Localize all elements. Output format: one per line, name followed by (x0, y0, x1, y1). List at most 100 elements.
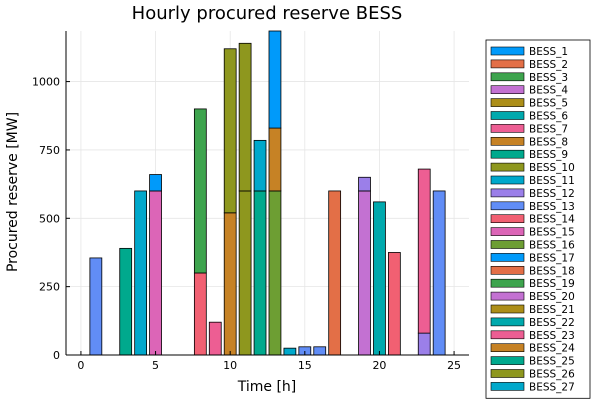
bar-segment (253, 139, 267, 192)
legend-swatch (490, 72, 525, 82)
legend-label: BESS_7 (529, 123, 568, 135)
x-tick-label: 15 (298, 359, 312, 372)
bar-segment (119, 247, 133, 356)
y-tick-label: 250 (39, 281, 60, 294)
legend-label: BESS_17 (529, 252, 575, 264)
legend-label: BESS_27 (529, 381, 575, 393)
bar-segment (268, 30, 282, 129)
y-tick-label: 0 (53, 349, 60, 362)
x-tick-label: 0 (77, 359, 84, 372)
legend-label: BESS_11 (529, 175, 575, 187)
legend-label: BESS_15 (529, 227, 575, 239)
bar-segment (373, 201, 386, 356)
axes (65, 31, 469, 356)
legend-label: BESS_18 (529, 265, 575, 277)
legend-label: BESS_8 (529, 136, 568, 148)
legend-swatch (490, 98, 525, 107)
legend-swatch (490, 382, 525, 391)
bar-segment (223, 48, 237, 214)
bar-segment (417, 168, 431, 334)
bar-segment (358, 176, 371, 192)
legend-swatch (490, 343, 525, 353)
legend-label: BESS_16 (529, 240, 575, 252)
legend-label: BESS_1 (529, 46, 568, 58)
bar-segment (89, 257, 103, 356)
legend-swatch (490, 356, 525, 365)
bar-segment (208, 321, 222, 356)
bar-segment (432, 190, 446, 356)
bar-segment (149, 174, 162, 192)
x-tick-label: 10 (223, 359, 237, 372)
legend-swatch (490, 201, 525, 211)
bar-segment (149, 190, 162, 356)
bar-segment (223, 212, 237, 356)
legend-swatch (490, 124, 525, 133)
legend-swatch (490, 317, 525, 327)
legend-swatch (490, 162, 525, 172)
bars (89, 30, 446, 356)
legend-swatch (490, 46, 525, 56)
legend-label: BESS_25 (529, 356, 575, 368)
x-tick-label: 20 (372, 359, 386, 372)
bar-segment (134, 190, 147, 356)
legend-label: BESS_22 (529, 317, 575, 329)
x-tick-label: 25 (447, 359, 461, 372)
bar-segment (328, 190, 342, 356)
legend-swatch (490, 214, 525, 223)
legend-swatch (490, 85, 525, 94)
bar-segment (417, 332, 431, 356)
legend-swatch (490, 137, 525, 146)
legend-label: BESS_10 (529, 162, 575, 174)
legend-swatch (490, 278, 525, 288)
y-tick-label: 1000 (32, 76, 60, 89)
y-tick-label: 750 (39, 144, 60, 157)
bar-segment (268, 190, 282, 356)
legend-swatch (490, 330, 525, 340)
legend-label: BESS_20 (529, 291, 575, 303)
legend-swatch (490, 265, 525, 275)
legend-label: BESS_5 (529, 98, 568, 110)
legend-label: BESS_21 (529, 304, 575, 316)
legend-label: BESS_24 (529, 343, 575, 355)
bar-segment (238, 190, 252, 356)
bar-segment (238, 42, 252, 192)
legend-label: BESS_12 (529, 188, 575, 200)
legend-swatch (490, 188, 525, 198)
legend-swatch (490, 175, 525, 185)
legend-swatch (490, 369, 525, 378)
legend-label: BESS_4 (529, 85, 568, 97)
y-axis-title: Procured reserve [MW] (5, 112, 21, 272)
legend-label: BESS_26 (529, 369, 575, 381)
legend-swatch (490, 149, 525, 159)
y-tick-label: 500 (39, 212, 60, 225)
bar-segment (313, 346, 327, 356)
bar-segment (268, 127, 282, 192)
legend-swatch (490, 253, 525, 262)
legend-swatch (490, 227, 525, 236)
legend-label: BESS_2 (529, 59, 568, 71)
bar-segment (193, 272, 207, 356)
x-axis-title: Time [h] (237, 379, 297, 395)
legend: BESS_1BESS_2BESS_3BESS_4BESS_5BESS_6BESS… (485, 39, 591, 399)
legend-swatch (490, 111, 525, 120)
legend-swatch (490, 240, 525, 249)
legend-swatch (490, 59, 525, 69)
legend-label: BESS_6 (529, 111, 568, 123)
legend-label: BESS_19 (529, 278, 575, 290)
chart-title: Hourly procured reserve BESS (132, 3, 403, 24)
bar-segment (253, 190, 267, 356)
legend-label: BESS_23 (529, 330, 575, 342)
bar-segment (358, 190, 371, 356)
bar-segment (283, 347, 297, 356)
x-tick-label: 5 (152, 359, 159, 372)
legend-swatch (490, 291, 525, 301)
legend-label: BESS_3 (529, 72, 568, 84)
bar-segment (387, 252, 401, 356)
bar-segment (193, 108, 207, 274)
legend-label: BESS_13 (529, 201, 575, 213)
legend-label: BESS_9 (529, 149, 568, 161)
legend-swatch (490, 304, 525, 314)
legend-label: BESS_14 (529, 214, 575, 226)
